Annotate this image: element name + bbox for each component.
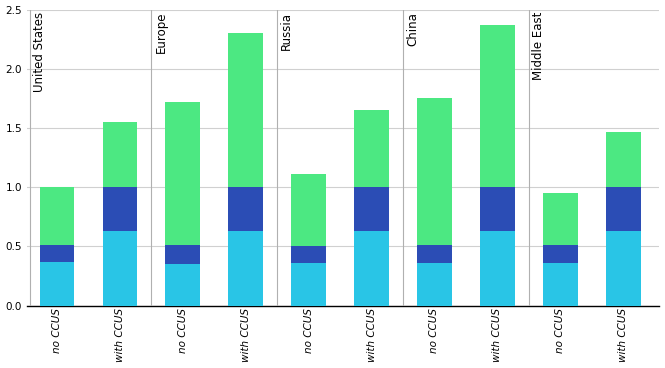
Bar [291,174,326,246]
Bar [102,231,137,305]
Bar [606,187,640,231]
Bar [40,245,74,262]
Bar [291,263,326,305]
Bar [354,231,389,305]
Bar [291,246,326,263]
Bar [40,187,74,245]
Text: Middle East: Middle East [532,12,545,80]
Bar [166,264,200,305]
Text: United States: United States [33,12,47,92]
Bar [606,131,640,187]
Bar [543,245,578,263]
Bar [40,262,74,305]
Bar [543,193,578,245]
Bar [417,98,452,245]
Text: Europe: Europe [154,12,168,53]
Bar [480,25,515,187]
Bar [606,231,640,305]
Bar [102,187,137,231]
Bar [354,110,389,187]
Bar [166,245,200,264]
Bar [354,187,389,231]
Text: China: China [406,12,419,46]
Bar [228,187,263,231]
Text: Russia: Russia [281,12,293,50]
Bar [228,33,263,187]
Bar [480,231,515,305]
Bar [417,263,452,305]
Bar [480,187,515,231]
Bar [543,263,578,305]
Bar [417,245,452,263]
Bar [166,102,200,245]
Bar [102,122,137,187]
Bar [228,231,263,305]
